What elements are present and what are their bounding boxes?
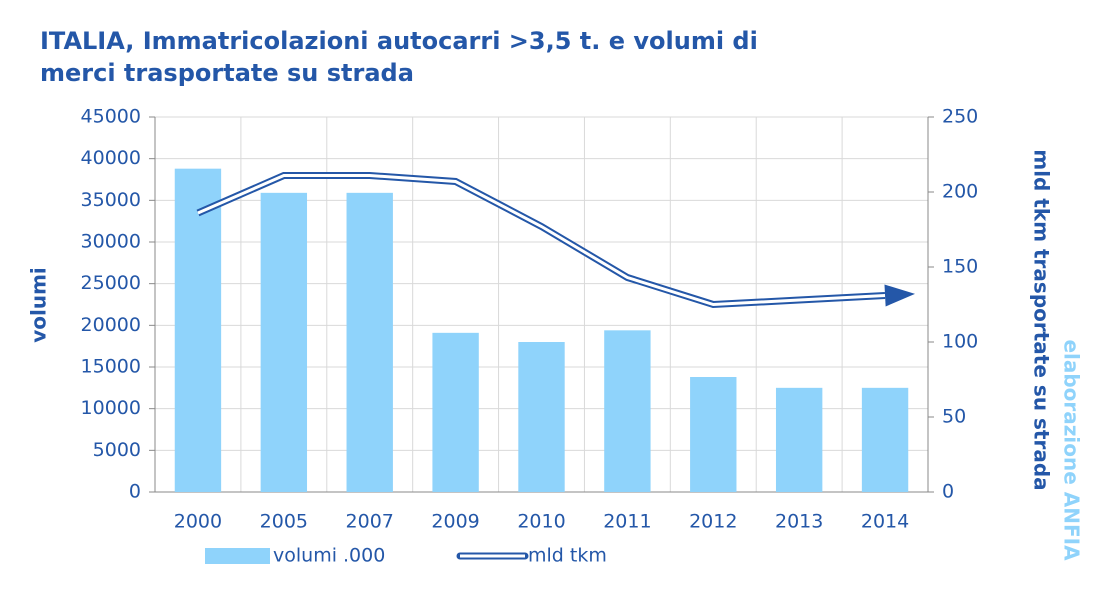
x-tick-label: 2005 <box>260 511 308 533</box>
y-tick-label: 45000 <box>81 106 141 128</box>
line-arrow <box>884 284 916 307</box>
bar <box>432 332 479 492</box>
y2-tick-label: 150 <box>942 256 978 278</box>
chart-title: ITALIA, Immatricolazioni autocarri >3,5 … <box>40 27 758 55</box>
chart-title: merci trasportate su strada <box>40 59 414 87</box>
x-tick-label: 2013 <box>775 511 823 533</box>
legend-label: volumi .000 <box>273 545 385 567</box>
x-tick-label: 2007 <box>346 511 394 533</box>
y2-axis-label: mld tkm trasportate su strada <box>1030 149 1054 490</box>
y-tick-label: 0 <box>129 481 141 503</box>
y-tick-label: 35000 <box>81 189 141 211</box>
line-series-inner <box>197 174 886 307</box>
y-tick-label: 10000 <box>81 397 141 419</box>
source-note: elaborazione ANFIA <box>1060 339 1084 561</box>
bar <box>518 342 565 492</box>
bar <box>775 387 823 492</box>
x-tick-label: 2010 <box>517 511 565 533</box>
x-tick-label: 2012 <box>689 511 737 533</box>
y2-tick-label: 250 <box>942 106 978 128</box>
y2-tick-label: 200 <box>942 181 978 203</box>
y-tick-label: 5000 <box>93 439 141 461</box>
y-tick-label: 20000 <box>81 314 141 336</box>
bar <box>690 377 737 492</box>
bar <box>861 387 909 492</box>
bar <box>346 192 393 493</box>
x-tick-label: 2014 <box>861 511 909 533</box>
y-tick-label: 40000 <box>81 147 141 169</box>
x-tick-label: 2011 <box>603 511 651 533</box>
y-axis-label: volumi <box>27 267 51 343</box>
bar <box>260 192 308 493</box>
y-tick-label: 15000 <box>81 356 141 378</box>
x-tick-label: 2000 <box>174 511 222 533</box>
legend-swatch <box>205 548 270 564</box>
y2-tick-label: 0 <box>942 481 954 503</box>
x-tick-label: 2009 <box>431 511 479 533</box>
y2-tick-label: 50 <box>942 406 966 428</box>
y-tick-label: 25000 <box>81 272 141 294</box>
y-tick-label: 30000 <box>81 231 141 253</box>
bar <box>174 168 222 492</box>
bar <box>604 330 651 492</box>
legend-label: mld tkm <box>528 545 607 567</box>
y2-tick-label: 100 <box>942 331 978 353</box>
